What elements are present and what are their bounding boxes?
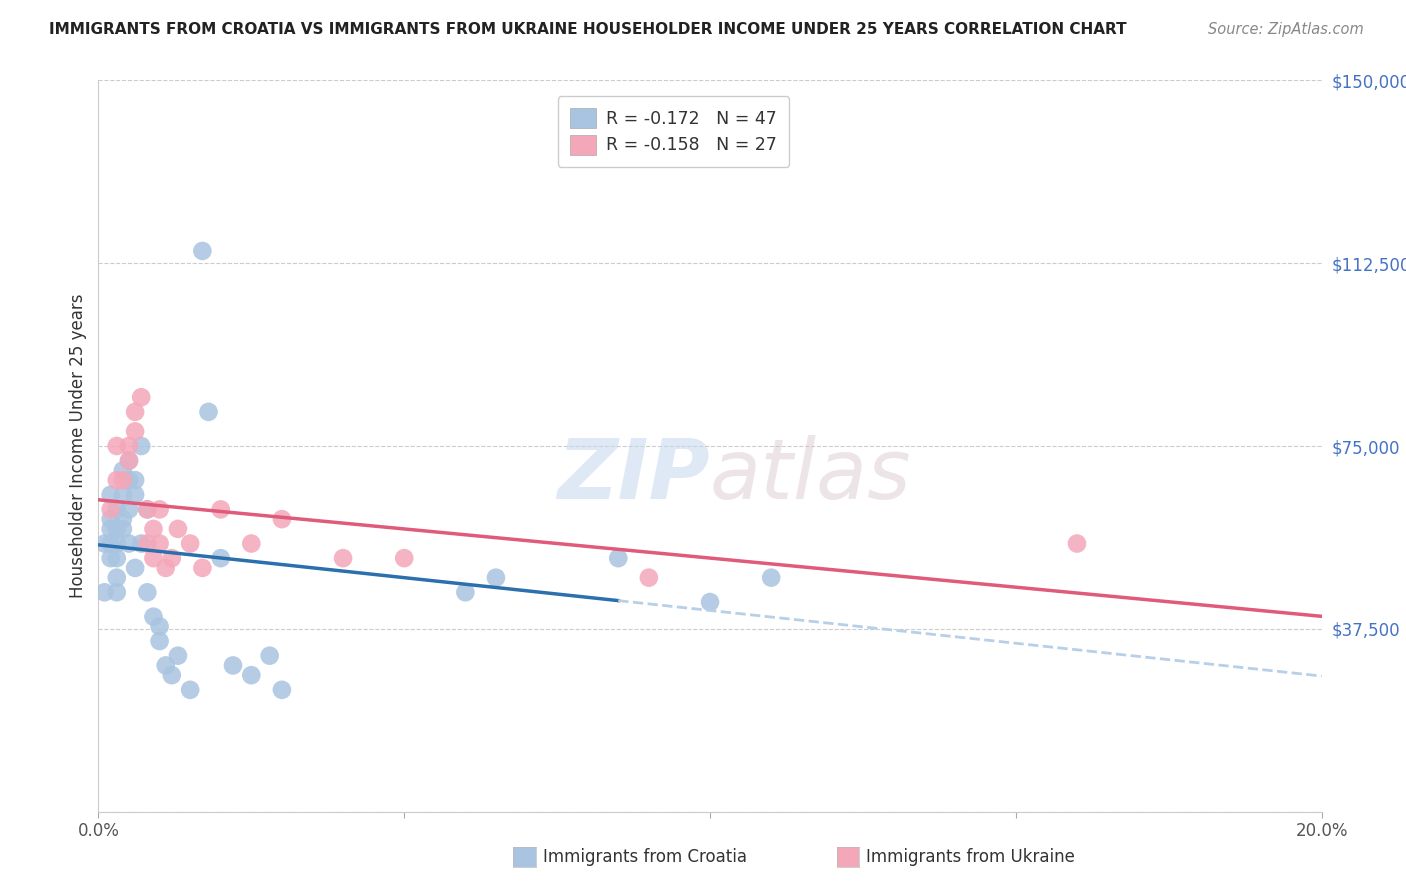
Point [111,512,134,526]
Point [124,488,146,502]
Point [100,551,122,566]
Point [155,561,177,575]
Point [124,405,146,419]
Point [179,536,201,550]
Point [100,522,122,536]
Text: Source: ZipAtlas.com: Source: ZipAtlas.com [1208,22,1364,37]
Point [332,551,354,566]
Point [100,512,122,526]
Point [197,405,219,419]
Y-axis label: Householder Income Under 25 years: Householder Income Under 25 years [69,293,87,599]
Point [167,648,190,663]
Point [191,244,214,258]
Point [240,536,263,550]
Point [759,571,782,585]
Point [111,488,134,502]
Point [149,619,172,633]
Point [105,522,128,536]
Point [222,658,245,673]
Text: ZIP: ZIP [557,434,710,516]
Point [118,453,141,467]
Point [129,536,152,550]
Point [167,522,190,536]
Point [105,473,128,487]
Point [129,390,152,404]
Point [155,658,177,673]
Point [142,609,165,624]
Point [209,551,232,566]
Point [485,571,508,585]
Point [392,551,416,566]
Point [607,551,630,566]
Point [637,571,661,585]
Point [124,473,146,487]
Point [118,453,141,467]
Point [105,502,128,516]
Point [191,561,214,575]
Point [270,512,292,526]
Point [93,536,115,550]
Text: Immigrants from Croatia: Immigrants from Croatia [543,848,747,866]
Point [149,634,172,648]
Text: Immigrants from Ukraine: Immigrants from Ukraine [866,848,1076,866]
Point [149,536,172,550]
Point [105,439,128,453]
Text: atlas: atlas [710,434,911,516]
Point [270,682,292,697]
Point [100,502,122,516]
Point [136,502,159,516]
Point [259,648,281,663]
Point [105,585,128,599]
Point [136,502,159,516]
Point [240,668,263,682]
Point [111,522,134,536]
Point [129,439,152,453]
Point [118,439,141,453]
Point [1066,536,1088,550]
Point [136,585,159,599]
Point [100,536,122,550]
Point [179,682,201,697]
Point [124,425,146,439]
Point [118,502,141,516]
Point [454,585,477,599]
Text: IMMIGRANTS FROM CROATIA VS IMMIGRANTS FROM UKRAINE HOUSEHOLDER INCOME UNDER 25 Y: IMMIGRANTS FROM CROATIA VS IMMIGRANTS FR… [49,22,1126,37]
Point [111,463,134,477]
Point [160,551,183,566]
Point [105,551,128,566]
Legend: R = -0.172   N = 47, R = -0.158   N = 27: R = -0.172 N = 47, R = -0.158 N = 27 [558,96,789,167]
Point [149,502,172,516]
Point [93,585,115,599]
Point [209,502,232,516]
Point [118,473,141,487]
Point [136,536,159,550]
Point [142,551,165,566]
Point [105,571,128,585]
Point [160,668,183,682]
Point [124,561,146,575]
Point [699,595,721,609]
Point [118,536,141,550]
Point [100,488,122,502]
Point [111,473,134,487]
Point [142,522,165,536]
Point [105,536,128,550]
